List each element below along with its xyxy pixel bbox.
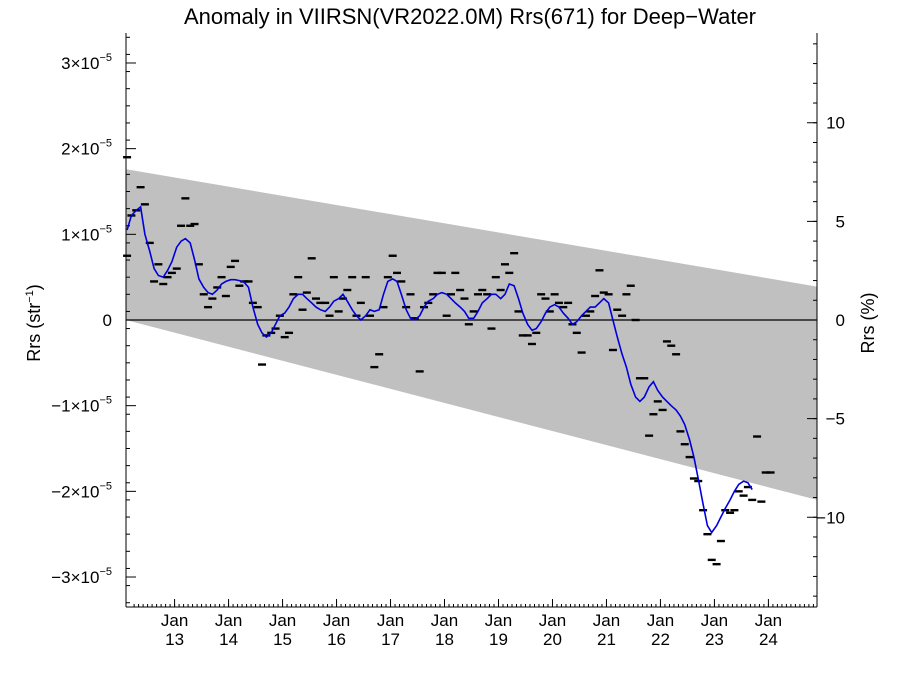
x-tick-label-month: Jan [161,611,188,630]
x-tick-label-month: Jan [431,611,458,630]
right-tick-label: −5 [826,410,845,429]
right-tick-label: 5 [836,212,845,231]
uncertainty-envelope [126,169,817,500]
x-tick-label-month: Jan [377,611,404,630]
x-tick-label-month: Jan [701,611,728,630]
x-tick-label-year: 14 [219,630,238,649]
x-tick-label-month: Jan [539,611,566,630]
right-tick-label: −10 [816,508,845,527]
x-tick-label-year: 23 [705,630,724,649]
x-tick-label-year: 15 [273,630,292,649]
left-tick-label: −1×10−5 [51,395,112,416]
left-tick-label: 0 [103,311,112,330]
x-tick-label-year: 16 [327,630,346,649]
x-tick-label-month: Jan [269,611,296,630]
x-tick-label-month: Jan [323,611,350,630]
y-axis-label-left: Rrs (str−1) [24,284,44,362]
left-tick-label: 2×10−5 [61,138,112,159]
left-tick-label: −3×10−5 [51,566,112,587]
x-tick-label-year: 13 [165,630,184,649]
x-tick-label-year: 21 [597,630,616,649]
x-tick-label-year: 20 [543,630,562,649]
x-tick-label-month: Jan [647,611,674,630]
right-tick-label: 0 [836,311,845,330]
left-tick-label: −2×10−5 [51,480,112,501]
smoothed-series-line [126,205,753,534]
x-tick-label-month: Jan [215,611,242,630]
x-tick-label-year: 22 [651,630,670,649]
y-axis-label-right: Rrs (%) [858,293,878,354]
x-tick-label-month: Jan [485,611,512,630]
right-tick-label: 10 [826,114,845,133]
x-tick-label-year: 24 [759,630,778,649]
x-tick-label-year: 17 [381,630,400,649]
x-tick-label-month: Jan [593,611,620,630]
left-tick-label: 3×10−5 [61,52,112,73]
left-tick-label: 1×10−5 [61,223,112,244]
x-tick-label-year: 18 [435,630,454,649]
x-tick-label-year: 19 [489,630,508,649]
x-tick-label-month: Jan [755,611,782,630]
chart-title: Anomaly in VIIRSN(VR2022.0M) Rrs(671) fo… [184,4,756,29]
